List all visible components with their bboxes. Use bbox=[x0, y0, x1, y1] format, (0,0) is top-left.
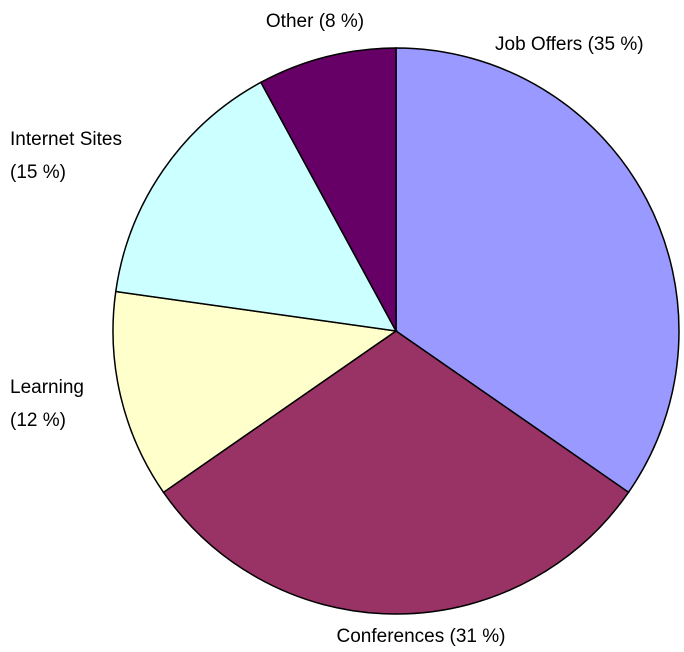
slice-value: (12 %) bbox=[10, 410, 66, 431]
pie-slice bbox=[162, 330, 630, 615]
pie-slice bbox=[395, 47, 680, 494]
pie-slice bbox=[114, 81, 398, 332]
slice-value: (8 %) bbox=[319, 11, 364, 32]
slice-name: Other bbox=[266, 11, 314, 32]
slice-label: Learning (12 %) bbox=[10, 377, 84, 431]
slice-value: (35 %) bbox=[588, 34, 644, 55]
slice-label: Internet Sites (15 %) bbox=[10, 129, 122, 183]
slice-label: Conferences (31 %) bbox=[337, 626, 506, 647]
slice-name: Conferences bbox=[337, 626, 445, 647]
pie-slice bbox=[112, 290, 399, 494]
slice-name: Job Offers bbox=[495, 34, 582, 55]
pie-slice bbox=[259, 47, 397, 332]
slice-name: Internet Sites bbox=[10, 129, 122, 150]
slice-name: Learning bbox=[10, 377, 84, 398]
slice-value: (31 %) bbox=[450, 626, 506, 647]
slice-label: Other (8 %) bbox=[266, 11, 364, 32]
slice-label: Job Offers (35 %) bbox=[495, 34, 644, 55]
slice-value: (15 %) bbox=[10, 162, 66, 183]
